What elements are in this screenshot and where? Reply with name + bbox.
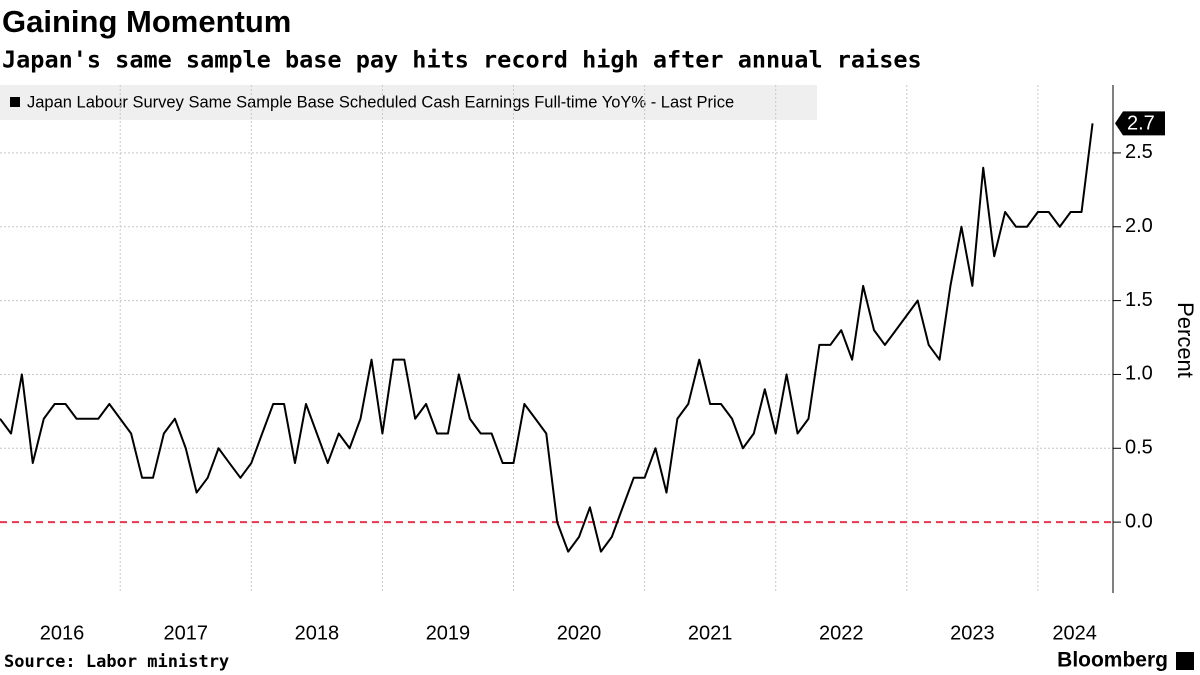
x-tick-label: 2020: [557, 622, 602, 644]
y-tick-label: 1.5: [1125, 289, 1153, 311]
y-tick-label: 2.5: [1125, 141, 1153, 163]
x-tick-label: 2017: [164, 622, 209, 644]
x-tick-label: 2021: [688, 622, 733, 644]
legend-label: Japan Labour Survey Same Sample Base Sch…: [27, 93, 734, 111]
x-tick-label: 2024: [1052, 622, 1097, 644]
y-tick-label: 0.5: [1125, 437, 1153, 459]
x-tick-label: 2016: [40, 622, 85, 644]
chart-title: Gaining Momentum: [2, 4, 291, 39]
brand-icon: [1176, 652, 1194, 670]
x-tick-label: 2018: [295, 622, 340, 644]
source: Source: Labor ministry: [4, 652, 229, 672]
y-tick-label: 0.0: [1125, 510, 1153, 532]
brand: Bloomberg: [1057, 649, 1168, 672]
legend-swatch: [10, 97, 20, 107]
x-tick-label: 2022: [819, 622, 864, 644]
last-value-badge: [1115, 111, 1165, 136]
last-value-label: 2.7: [1127, 113, 1155, 135]
chart-subtitle: Japan's same sample base pay hits record…: [2, 46, 922, 74]
y-axis-label: Percent: [1173, 302, 1198, 378]
y-tick-label: 1.0: [1125, 363, 1153, 385]
series-line: [0, 123, 1094, 553]
x-tick-label: 2019: [426, 622, 471, 644]
legend-box: [0, 85, 817, 120]
y-tick-label: 2.0: [1125, 215, 1153, 237]
x-tick-label: 2023: [950, 622, 995, 644]
